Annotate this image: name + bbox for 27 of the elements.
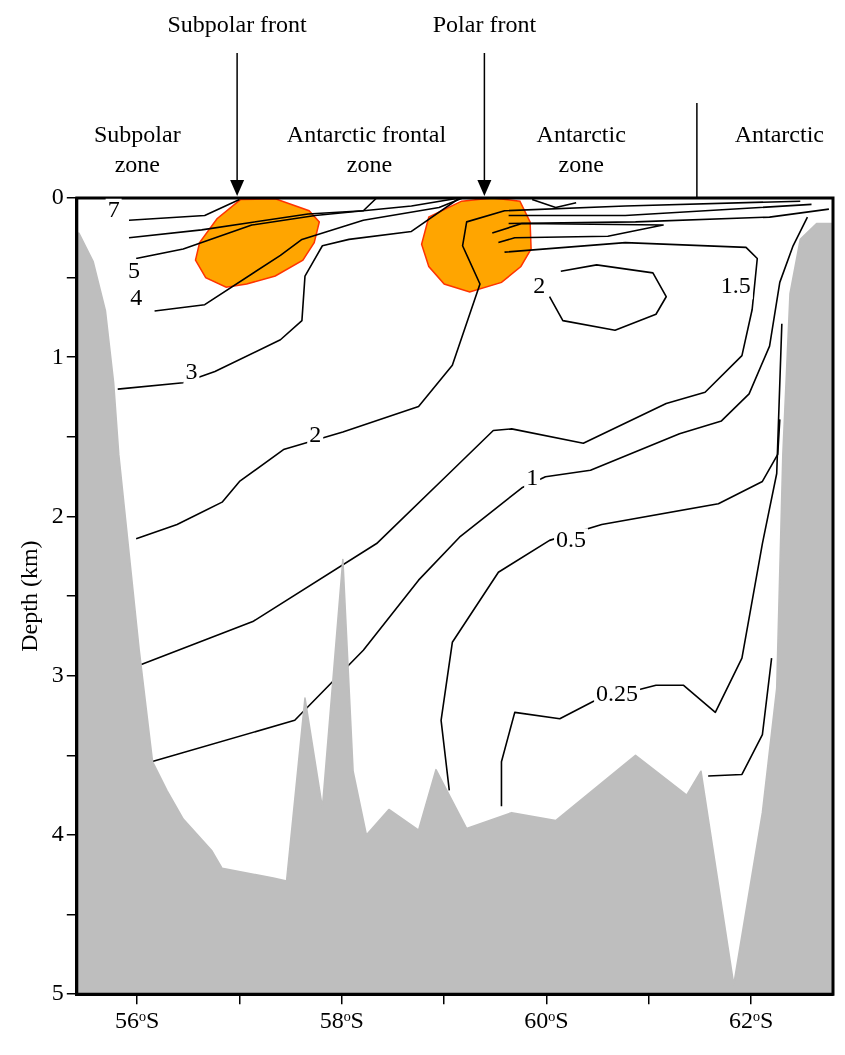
x-tick-label: 56ᵒS [115,1006,160,1033]
annotation: 0.25 [596,680,639,707]
y-tick-label: 4 [51,820,64,847]
text: Subpolar front [167,11,308,38]
text: Antarctic zone [536,121,626,178]
annotation: 4 [130,283,143,310]
text: Subpolar zone [93,121,181,178]
annotation: 5 [128,256,141,283]
y-axis-title: Depth (km) [15,540,42,652]
annotation: 7 [107,196,120,223]
annotation: 1 [526,463,539,490]
y-tick-label: 1 [51,342,64,369]
annotation: 0.5 [556,525,587,552]
x-tick-label: 58ᵒS [319,1006,364,1033]
annotation: 2 [309,420,322,447]
y-tick-label: 2 [51,501,64,528]
y-tick-label: 0 [51,183,64,210]
text: Antarctic frontal zone [286,121,447,178]
annotation: 2 [533,272,546,299]
annotation: 3 [185,358,198,385]
text: Antarctic [734,121,824,148]
y-tick-label: 3 [51,661,64,688]
x-tick-label: 60ᵒS [524,1006,569,1033]
y-tick-label: 5 [51,979,64,1006]
annotation: 1.5 [720,272,751,299]
x-tick-label: 62ᵒS [729,1006,774,1033]
text: Polar front [432,11,537,38]
